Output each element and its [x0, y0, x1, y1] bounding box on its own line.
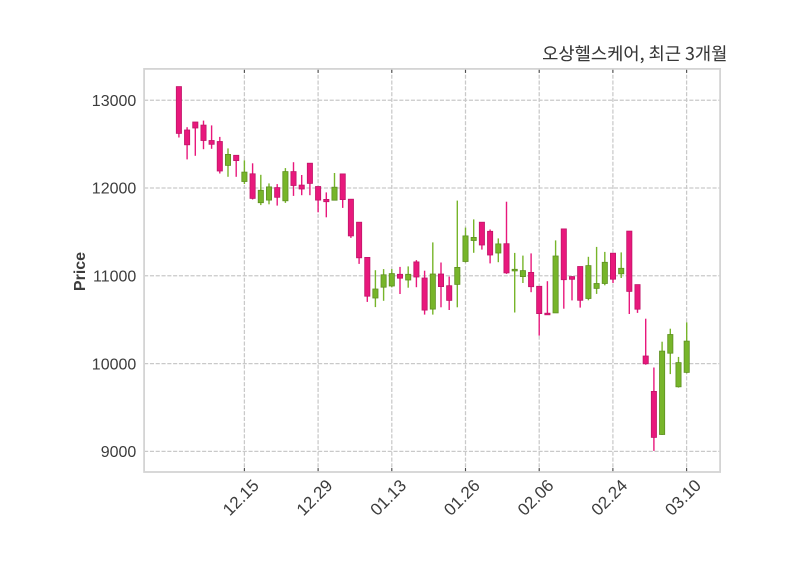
svg-text:12000: 12000	[92, 181, 137, 198]
svg-text:Price: Price	[72, 252, 89, 291]
svg-text:11000: 11000	[93, 269, 136, 286]
svg-text:10000: 10000	[92, 356, 137, 373]
svg-text:13000: 13000	[92, 93, 137, 110]
svg-text:9000: 9000	[101, 444, 137, 461]
